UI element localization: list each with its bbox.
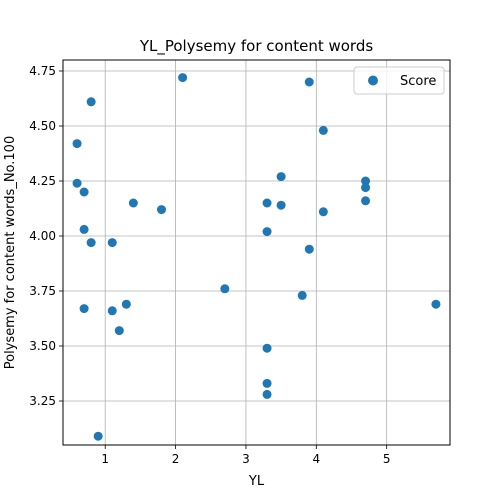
x-tick-label: 1 <box>101 452 109 466</box>
data-point <box>128 198 138 208</box>
data-point <box>276 172 286 182</box>
data-point <box>262 227 272 237</box>
y-axis-label: Polysemy for content words_No.100 <box>3 136 18 369</box>
data-point <box>431 299 441 309</box>
y-tick-label: 4.00 <box>29 229 56 243</box>
x-tick-label: 2 <box>172 452 180 466</box>
data-point <box>304 77 314 87</box>
data-point <box>114 326 124 336</box>
data-point <box>304 244 314 254</box>
data-point <box>262 389 272 399</box>
x-axis-label: YL <box>248 474 265 489</box>
data-point <box>72 139 82 149</box>
grid <box>63 60 450 445</box>
data-point <box>276 200 286 210</box>
data-point <box>86 97 96 107</box>
y-tick-label: 3.75 <box>29 284 56 298</box>
data-point <box>86 238 96 248</box>
y-tick-label: 4.50 <box>29 119 56 133</box>
data-point <box>72 178 82 188</box>
chart-title: YL_Polysemy for content words <box>139 37 374 56</box>
axis-ticks: 1 2 3 4 5 3.25 3.50 3.75 4.00 4.25 4.50 4.75 <box>29 64 390 466</box>
x-tick-label: 5 <box>383 452 391 466</box>
legend-marker <box>368 75 378 86</box>
data-point <box>297 290 307 300</box>
data-point <box>178 73 188 83</box>
data-points <box>72 73 441 441</box>
data-point <box>79 304 89 314</box>
data-point <box>93 431 103 441</box>
data-point <box>79 187 89 197</box>
x-tick-label: 4 <box>312 452 320 466</box>
data-point <box>262 198 272 208</box>
data-point <box>157 205 167 215</box>
data-point <box>262 343 272 353</box>
plot-frame <box>62 59 451 446</box>
y-tick-label: 4.75 <box>29 64 56 78</box>
data-point <box>318 207 328 217</box>
data-point <box>220 284 230 294</box>
legend: Score <box>353 66 445 95</box>
legend-box <box>353 66 445 95</box>
data-point <box>361 176 371 186</box>
legend-label: Score <box>400 74 436 89</box>
y-tick-label: 3.50 <box>29 339 56 353</box>
data-point <box>79 224 89 234</box>
data-point <box>318 125 328 135</box>
data-point <box>262 378 272 388</box>
data-point <box>361 196 371 206</box>
y-tick-label: 3.25 <box>29 394 56 408</box>
data-point <box>107 306 117 316</box>
x-tick-label: 3 <box>242 452 250 466</box>
y-tick-label: 4.25 <box>29 174 56 188</box>
data-point <box>361 183 371 193</box>
data-point <box>121 299 131 309</box>
data-point <box>107 238 117 248</box>
